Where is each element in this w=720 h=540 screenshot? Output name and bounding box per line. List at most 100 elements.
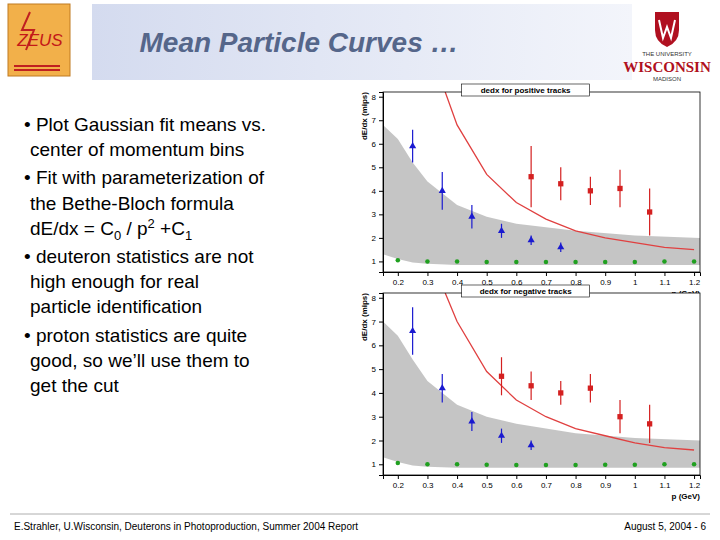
- point: [603, 260, 608, 265]
- x-tick-label: 0.3: [422, 278, 434, 287]
- x-tick-mark: [664, 272, 665, 276]
- y-tick-label: 5: [372, 365, 377, 374]
- y-tick-mark: [379, 345, 383, 346]
- logo-text: THE UNIVERSITY: [642, 51, 692, 57]
- x-tick-mark: [635, 272, 636, 276]
- point: [409, 327, 416, 333]
- x-tick: 1.1: [659, 272, 671, 287]
- bullet-line: • deuteron statistics are not: [24, 246, 254, 267]
- x-tick-label: 0.6: [511, 481, 523, 490]
- point: [692, 259, 697, 264]
- point: [557, 243, 564, 249]
- x-tick: 0.3: [422, 475, 434, 490]
- logo-wisconsin: THE UNIVERSITY WISCONSINMADISON: [623, 12, 711, 82]
- x-tick-mark: [487, 272, 488, 276]
- formula-part: 0: [114, 228, 121, 243]
- bullet-line: particle identification: [30, 296, 202, 317]
- footer-left: E.Strahler, U.Wisconsin, Deuterons in Ph…: [14, 521, 358, 532]
- y-tick-mark: [379, 417, 383, 418]
- crest-mark: [659, 20, 675, 38]
- x-tick: 0.5: [482, 272, 494, 287]
- bullet-line: high enough for real: [30, 271, 199, 292]
- x-tick-mark: [605, 272, 606, 276]
- fit-curve: [445, 92, 694, 250]
- point: [498, 227, 505, 233]
- point: [558, 181, 563, 186]
- y-tick-mark: [379, 191, 383, 192]
- x-tick-mark: [516, 475, 517, 479]
- y-tick-mark: [379, 393, 383, 394]
- y-tick-label: 6: [372, 140, 377, 149]
- x-tick-mark: [427, 272, 428, 276]
- logo-box: [8, 4, 70, 76]
- x-axis-line: [384, 273, 701, 277]
- bullet-line: center of momentum bins: [30, 139, 244, 160]
- x-tick-mark: [576, 272, 577, 276]
- x-tick: 0.7: [541, 475, 553, 490]
- track-band: [383, 125, 700, 265]
- point: [439, 187, 446, 193]
- plot-frame: [383, 293, 700, 475]
- y-tick: 4: [372, 389, 383, 398]
- y-tick-label: 1: [372, 257, 377, 266]
- fit-curve: [445, 293, 694, 450]
- chart-title: dedx for positive tracks: [481, 86, 571, 95]
- bullet-line: • proton statistics are quite: [24, 325, 247, 346]
- point: [455, 462, 460, 467]
- y-tick-mark: [379, 261, 383, 262]
- y-tick-mark: [379, 238, 383, 239]
- formula: dE/dx = C0 / p2 +C1: [30, 216, 192, 243]
- logo-text: ZEUS: [16, 31, 63, 50]
- x-tick: 0.8: [571, 475, 583, 490]
- y-tick-mark: [379, 322, 383, 323]
- point: [468, 417, 475, 423]
- slide: Mean Particle Curves …ZEUSTHE UNIVERSITY…: [0, 0, 720, 540]
- x-tick: 1: [633, 272, 638, 287]
- formula-part: dE/dx = C: [30, 218, 114, 239]
- formula-part: / p: [121, 218, 147, 239]
- y-axis: 12345678: [372, 294, 384, 476]
- y-tick: 1: [372, 460, 383, 469]
- y-tick: 3: [372, 413, 383, 422]
- y-tick-label: 4: [372, 187, 377, 196]
- x-tick-mark: [398, 272, 399, 276]
- y-tick-mark: [379, 97, 383, 98]
- point: [647, 209, 652, 214]
- x-tick: 1.2: [689, 272, 701, 287]
- y-tick: 2: [372, 234, 383, 243]
- plot-background: [383, 92, 700, 272]
- x-tick: 1.1: [659, 475, 671, 490]
- y-tick-label: 6: [372, 341, 377, 350]
- point: [662, 259, 667, 264]
- plot-frame: [383, 92, 700, 272]
- x-tick-label: 1: [633, 481, 638, 490]
- x-tick-mark: [576, 475, 577, 479]
- point: [662, 462, 667, 467]
- x-tick-mark: [546, 475, 547, 479]
- title-bar: [92, 4, 632, 80]
- x-tick: 0.7: [541, 272, 553, 287]
- x-tick: 0.5: [482, 475, 494, 490]
- x-tick: 1: [633, 475, 638, 490]
- point: [425, 462, 430, 467]
- point: [573, 463, 578, 468]
- point: [468, 213, 475, 219]
- point: [514, 463, 519, 468]
- y-tick-mark: [379, 214, 383, 215]
- x-tick-label: 0.9: [600, 481, 612, 490]
- x-tick-mark: [694, 475, 695, 479]
- x-tick-mark: [694, 272, 695, 276]
- y-tick-mark: [379, 441, 383, 442]
- x-tick: 0.3: [422, 272, 434, 287]
- y-tick-label: 7: [372, 116, 377, 125]
- x-tick-mark: [546, 272, 547, 276]
- y-tick: 6: [372, 140, 383, 149]
- x-tick-label: 0.9: [600, 278, 612, 287]
- x-tick-mark: [427, 475, 428, 479]
- chart-title-box: [462, 285, 590, 297]
- chart: 0.20.30.40.50.60.70.80.911.11.212345678p…: [360, 84, 701, 298]
- logo-text: WISCONSIN: [623, 59, 711, 75]
- logo-text: MADISON: [653, 76, 681, 82]
- y-tick-label: 2: [372, 437, 377, 446]
- x-axis: 0.20.30.40.50.60.70.80.911.11.2: [384, 475, 701, 490]
